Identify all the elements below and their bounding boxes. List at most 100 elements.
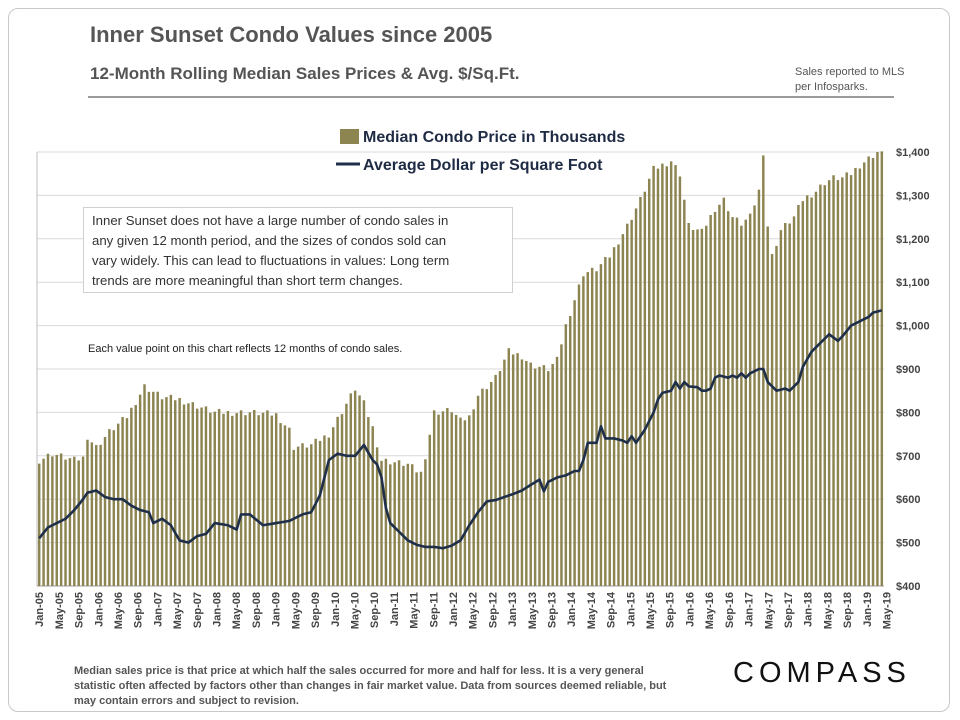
price-bar	[257, 415, 260, 586]
price-bar	[757, 189, 761, 587]
price-bar	[674, 165, 677, 587]
price-bar	[204, 406, 208, 586]
price-bar	[459, 417, 462, 586]
volatility-note: Inner Sunset does not have a large numbe…	[83, 207, 513, 293]
price-bar	[73, 456, 76, 586]
price-bar	[871, 158, 875, 586]
price-bar	[586, 272, 589, 586]
x-tick-label: May-12	[468, 592, 480, 629]
price-bar	[463, 420, 467, 586]
x-tick-label: Sep-11	[428, 592, 440, 627]
price-bar	[46, 453, 50, 586]
price-bar	[358, 395, 361, 586]
price-bar	[533, 368, 537, 586]
price-bar	[511, 354, 515, 586]
price-bar	[213, 411, 216, 586]
page-subtitle: 12-Month Rolling Median Sales Prices & A…	[90, 64, 520, 83]
price-bar	[810, 197, 813, 586]
x-tick-label: Jan-07	[152, 592, 164, 627]
price-bar	[485, 389, 489, 586]
price-bar	[507, 348, 511, 586]
price-bar	[792, 216, 796, 586]
price-bar	[568, 316, 572, 586]
x-tick-label: May-15	[645, 592, 657, 629]
price-bar	[643, 191, 647, 586]
price-bar	[849, 175, 853, 586]
price-bar	[731, 217, 734, 586]
x-tick-label: Jan-08	[212, 592, 224, 627]
price-bar	[86, 439, 89, 586]
price-bar	[476, 395, 480, 586]
price-bar	[314, 438, 317, 586]
price-bar	[489, 382, 493, 586]
price-bar	[261, 412, 265, 586]
price-bar	[639, 196, 642, 586]
price-bar	[217, 408, 221, 586]
price-bar	[468, 415, 471, 586]
price-bar	[266, 410, 269, 586]
compass-logo: COMPASS	[733, 657, 911, 689]
x-axis: Jan-05 May-05 Sep-05 Jan-06 May-06 Sep-06 Jan-…	[34, 591, 893, 629]
price-bar	[156, 391, 159, 586]
x-tick-label: May-07	[172, 592, 184, 629]
price-bar	[446, 407, 449, 586]
price-bar	[187, 403, 190, 586]
price-bar	[239, 410, 243, 586]
x-tick-label: Sep-17	[783, 592, 795, 628]
volatility-note-line: trends are more meaningful than short te…	[92, 273, 403, 288]
price-bar	[147, 391, 151, 586]
price-bar	[437, 414, 440, 586]
price-bar	[406, 463, 410, 586]
price-bar	[174, 400, 177, 586]
y-tick-label: $1,000	[896, 321, 930, 333]
price-bar	[362, 400, 366, 586]
price-bar	[90, 442, 94, 586]
price-bar	[200, 407, 203, 586]
x-tick-label: May-05	[54, 592, 66, 629]
price-bar	[656, 168, 660, 586]
x-tick-label: May-13	[527, 592, 539, 629]
y-tick-label: $400	[896, 581, 920, 593]
x-tick-label: Sep-06	[133, 592, 145, 628]
y-tick-label: $1,400	[896, 147, 930, 159]
y-tick-label: $700	[896, 451, 920, 463]
price-bar	[547, 371, 550, 586]
price-bar	[691, 230, 695, 586]
x-tick-label: Jan-18	[803, 592, 815, 627]
legend: Median Condo Price in Thousands Average …	[336, 129, 625, 174]
price-bar	[503, 359, 506, 586]
price-bar	[169, 394, 173, 586]
price-bar	[705, 225, 708, 586]
x-tick-label: Sep-16	[724, 592, 736, 628]
x-tick-label: Sep-14	[606, 591, 618, 628]
price-bar	[248, 412, 252, 586]
price-bar	[393, 462, 396, 586]
x-tick-label: Sep-09	[310, 592, 322, 628]
x-tick-label: Sep-13	[547, 592, 559, 628]
price-bar	[160, 399, 164, 586]
price-bar	[235, 413, 238, 586]
price-bar	[498, 371, 502, 586]
price-bar	[332, 427, 335, 586]
price-bar	[801, 201, 805, 586]
price-bar	[753, 205, 756, 586]
price-bar	[626, 223, 629, 586]
price-bar	[411, 464, 414, 586]
price-bar	[389, 464, 392, 586]
price-bar	[845, 172, 848, 586]
page-title: Inner Sunset Condo Values since 2005	[90, 22, 493, 47]
price-bar	[116, 423, 120, 586]
price-bar	[432, 410, 436, 586]
price-bar	[274, 413, 278, 586]
price-bar	[165, 397, 168, 586]
price-bar	[854, 167, 857, 586]
price-bar	[375, 447, 379, 586]
price-bar	[402, 465, 405, 586]
price-bar	[310, 444, 313, 586]
price-bar	[608, 257, 611, 586]
price-bar	[665, 166, 668, 586]
x-tick-label: Sep-18	[842, 592, 854, 628]
price-bar	[345, 403, 348, 586]
x-tick-label: Sep-07	[192, 592, 204, 628]
